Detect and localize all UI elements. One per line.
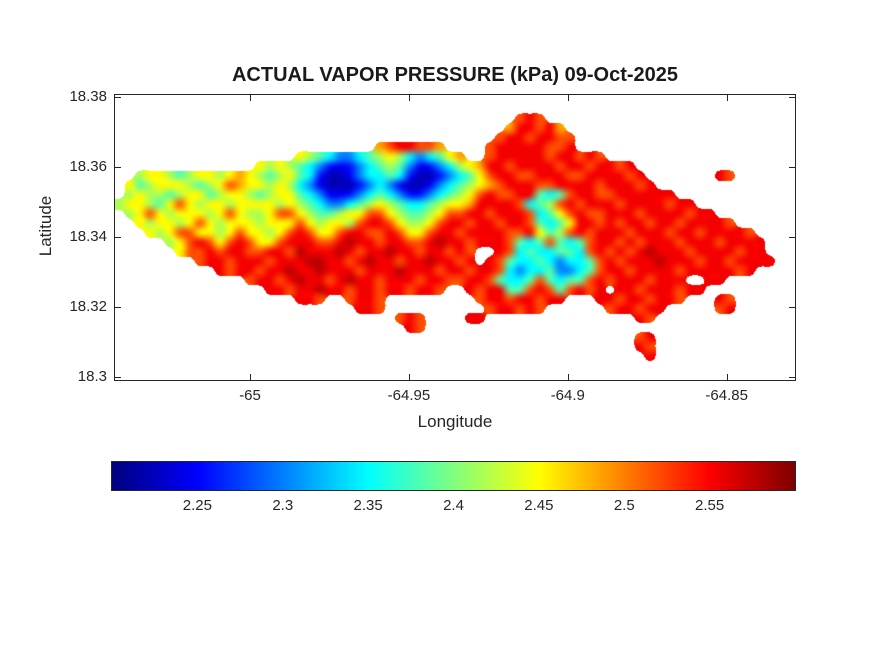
x-tick-mark xyxy=(250,95,252,101)
y-tick-label: 18.3 xyxy=(77,367,107,385)
colorbar-tick-label: 2.45 xyxy=(524,497,554,514)
x-tick-label: -64.95 xyxy=(387,387,431,404)
y-tick-mark xyxy=(115,306,121,308)
x-tick-mark xyxy=(408,374,410,380)
colorbar-canvas xyxy=(112,462,795,490)
y-tick-mark xyxy=(115,236,121,238)
colorbar-tick-label: 2.35 xyxy=(353,497,383,514)
x-tick-mark xyxy=(567,95,569,101)
y-axis-label: Latitude xyxy=(36,195,55,257)
colorbar-tick-label: 2.4 xyxy=(443,497,464,514)
y-tick-label: 18.32 xyxy=(69,297,107,315)
y-tick-label: 18.36 xyxy=(69,157,107,175)
y-tick-mark xyxy=(789,306,795,308)
y-tick-label: 18.38 xyxy=(69,87,107,105)
y-tick-mark xyxy=(115,166,121,168)
colorbar-tick-label: 2.5 xyxy=(613,497,635,514)
y-tick-mark xyxy=(789,166,795,168)
x-tick-mark xyxy=(408,95,410,101)
y-tick-mark xyxy=(789,236,795,238)
x-tick-mark xyxy=(567,374,569,380)
y-tick-mark xyxy=(789,376,795,378)
y-tick-label: 18.34 xyxy=(69,227,107,245)
x-tick-mark xyxy=(726,374,728,380)
x-tick-mark xyxy=(726,95,728,101)
x-axis-label: Longitude xyxy=(417,412,493,431)
y-tick-mark xyxy=(789,96,795,98)
x-tick-label: -64.9 xyxy=(550,387,585,404)
colorbar-tick-label: 2.3 xyxy=(272,497,294,514)
chart-title: ACTUAL VAPOR PRESSURE (kPa) 09-Oct-2025 xyxy=(231,64,679,86)
y-tick-mark xyxy=(115,96,121,98)
x-tick-label: -65 xyxy=(239,387,261,404)
colorbar xyxy=(111,461,796,491)
colorbar-tick-label: 2.25 xyxy=(182,497,212,514)
x-tick-label: -64.85 xyxy=(705,387,748,404)
y-tick-mark xyxy=(115,376,121,378)
colorbar-tick-label: 2.55 xyxy=(695,497,725,514)
heatmap-canvas xyxy=(115,95,795,380)
x-tick-mark xyxy=(250,374,252,380)
